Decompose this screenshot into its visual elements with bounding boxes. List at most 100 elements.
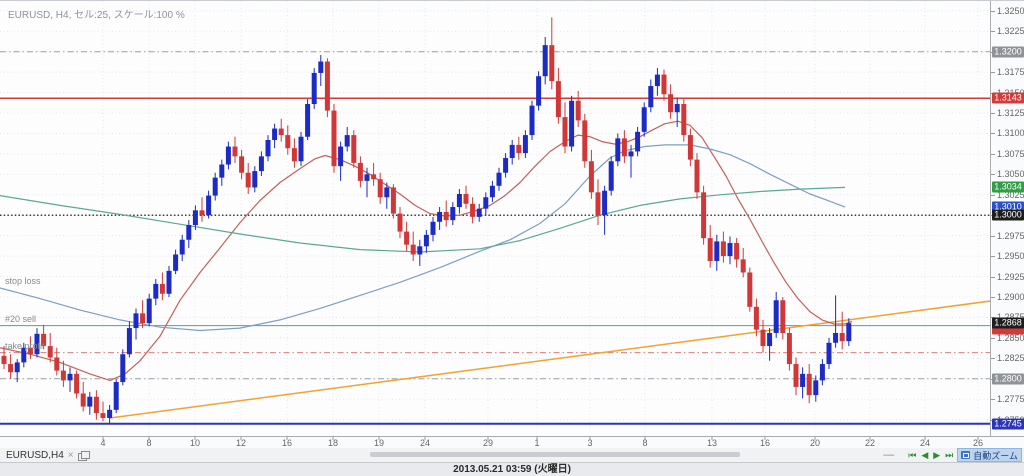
scroll-start-button[interactable]: ⏮ [908, 449, 917, 460]
time-tick-label: 24 [919, 438, 931, 448]
price-tick-mark [991, 72, 995, 74]
candle-body [186, 225, 192, 240]
candle-body [450, 207, 456, 221]
candle-body [516, 144, 522, 154]
candle-body [806, 373, 812, 396]
time-tick-mark [814, 437, 816, 440]
level-badge-1.2800: 1.2800 [992, 373, 1024, 385]
candle-body [225, 146, 231, 165]
candle-body [674, 104, 680, 113]
chart-tab-bar: EURUSD,H4 × — ⏮ ◀ ▶ ⏭ 自動ズーム [0, 448, 1024, 462]
candle-body [47, 346, 53, 358]
price-tick-mark [991, 256, 995, 258]
price-tick-mark [991, 113, 995, 115]
time-tick-mark [764, 437, 766, 440]
auto-zoom-icon [961, 451, 971, 459]
bid-price-badge: 1.2868 [992, 317, 1024, 329]
horizontal-scrollbar[interactable] [370, 452, 740, 457]
chart-tab-label: EURUSD,H4 [6, 449, 64, 461]
candle-body [654, 74, 660, 87]
stop-loss-line-label: stop loss [5, 276, 41, 286]
auto-zoom-button[interactable]: 自動ズーム [957, 448, 1022, 462]
time-tick-label: 26 [972, 438, 984, 448]
time-tick-mark [869, 437, 871, 440]
time-tick-mark [194, 437, 196, 440]
candle-body [41, 333, 47, 347]
candle-body [54, 357, 60, 371]
scroll-next-button[interactable]: ▶ [933, 449, 941, 460]
take-profit-line-label: take profit [5, 340, 45, 351]
candle-body [146, 298, 152, 324]
candle-body [476, 208, 482, 217]
price-tick-mark [991, 399, 995, 401]
candle-body [179, 239, 185, 255]
candle-body [324, 61, 330, 111]
candle-body [714, 241, 720, 262]
candle-body [318, 61, 324, 73]
time-tick-mark [102, 437, 104, 440]
price-tick-label: 1.2825 [997, 353, 1024, 364]
candle-body [522, 135, 528, 154]
candle-body [839, 332, 845, 342]
price-tick-mark [991, 296, 995, 298]
price-tick-label: 1.3250 [997, 5, 1024, 16]
price-tick-mark [991, 194, 995, 196]
candle-body [489, 185, 495, 198]
candle-body [496, 172, 502, 186]
ma-medium-blue [0, 144, 846, 332]
time-tick-label: 3 [587, 438, 593, 448]
tab-close-icon[interactable]: × [67, 449, 74, 461]
round-level-badge: 1.3000 [992, 209, 1024, 221]
chart-tab[interactable]: EURUSD,H4 × [6, 449, 90, 461]
candle-body [173, 254, 179, 271]
time-tick-mark [711, 437, 713, 440]
candle-body [390, 187, 396, 214]
chart-controls: — ⏮ ◀ ▶ ⏭ 自動ズーム [873, 448, 1022, 462]
scroll-prev-button[interactable]: ◀ [921, 449, 929, 460]
candle-body [443, 211, 449, 221]
price-tick-label: 1.3225 [997, 26, 1024, 37]
candle-body [747, 272, 753, 307]
candle-body [509, 144, 515, 158]
candle-body [252, 171, 258, 188]
time-tick-label: 16 [281, 438, 293, 448]
candle-body [305, 104, 311, 137]
candle-body [813, 380, 819, 396]
candle-body [780, 300, 786, 333]
time-tick-mark [378, 437, 380, 440]
price-tick-mark [991, 174, 995, 176]
candle-body [331, 110, 337, 167]
candle-body [483, 197, 489, 209]
price-tick-mark [991, 31, 995, 33]
candle-body [245, 172, 251, 188]
candle-body [635, 131, 641, 152]
price-tick-mark [991, 235, 995, 237]
candle-body [265, 140, 271, 157]
candle-body [648, 86, 654, 108]
time-axis[interactable]: 4 8 10 12 16 18 19 24 29 1 3 8 13 16 20 22 24 26 [0, 436, 1024, 449]
time-tick-mark [332, 437, 334, 440]
candle-body [549, 45, 555, 82]
candle-body [588, 161, 594, 193]
candle-body [786, 332, 792, 365]
candle-body [206, 195, 212, 216]
sell-order-line-label: #20 sell [5, 313, 37, 324]
time-tick-label: 19 [373, 438, 385, 448]
candle-body [100, 413, 106, 419]
candle-body [285, 135, 291, 149]
price-tick-label: 1.2875 [997, 312, 1024, 322]
windows-icon[interactable] [77, 450, 90, 461]
candle-body [846, 323, 852, 342]
ma-fast-red [0, 120, 853, 381]
candle-body [93, 396, 99, 414]
time-tick-mark [589, 437, 591, 440]
candle-body [707, 238, 713, 262]
scroll-end-button[interactable]: ⏭ [945, 449, 954, 460]
chart-plot-area[interactable]: EURUSD, H4, セル:25, スケール:100 % stop loss #… [0, 1, 990, 436]
candle-body [833, 332, 839, 343]
candle-body [239, 156, 245, 173]
candle-body [740, 259, 746, 273]
price-axis[interactable]: 1.3250 1.3225 1.3200 1.3175 1.3150 1.3125 1.31… [990, 1, 1024, 436]
candle-body [192, 210, 198, 226]
